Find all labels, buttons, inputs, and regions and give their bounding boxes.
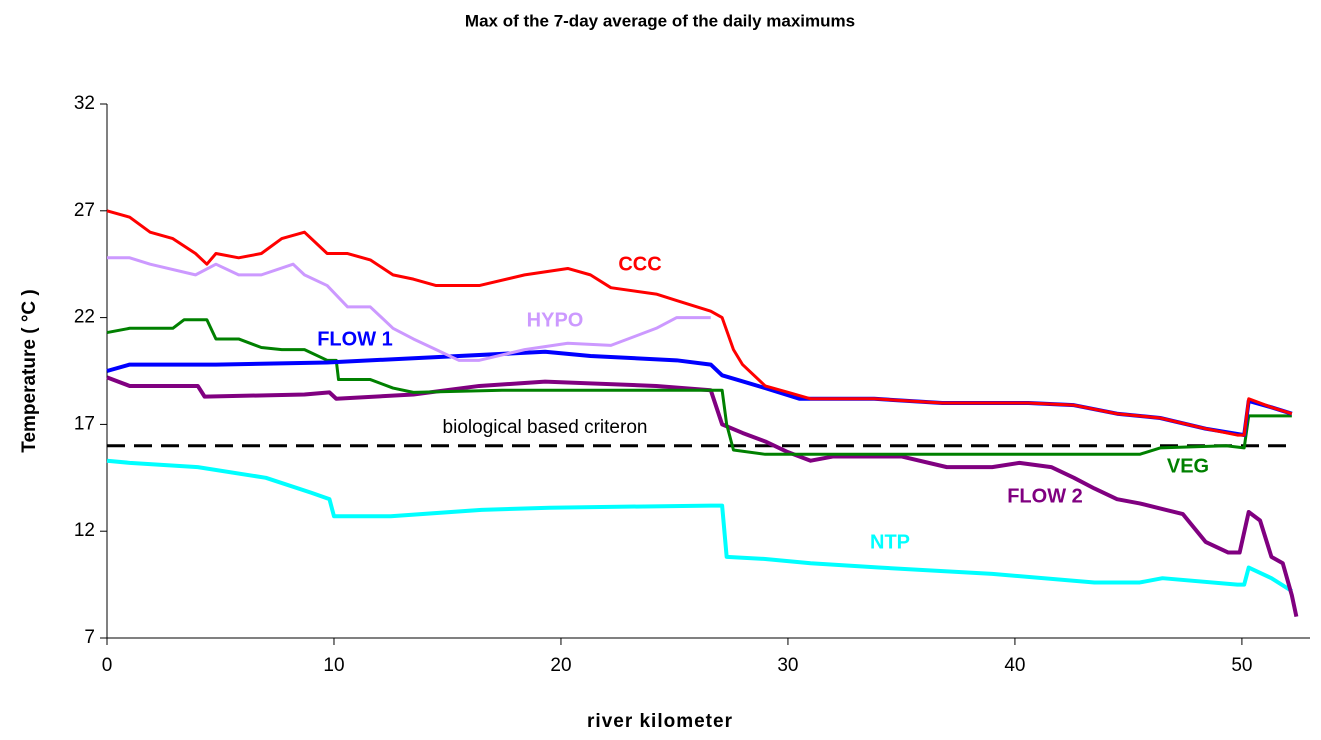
y-tick-label: 32: [74, 93, 95, 114]
series-line: [106, 318, 1292, 456]
series-label: VEG: [1167, 455, 1209, 477]
y-axis-label: Temperature ( °C ): [19, 289, 40, 453]
series-label: FLOW 1: [317, 328, 393, 350]
x-axis-label: river kilometer: [587, 711, 733, 732]
series-label: FLOW 2: [1007, 485, 1083, 507]
y-tick-label: 27: [74, 200, 95, 221]
x-tick-label: 30: [777, 655, 798, 676]
series-label: HYPO: [527, 309, 584, 331]
series-line: [106, 209, 1293, 437]
x-tick-label: 40: [1004, 655, 1025, 676]
series-line: [106, 375, 1299, 618]
series-line: [107, 256, 711, 362]
chart-title: Max of the 7-day average of the daily ma…: [465, 11, 855, 30]
criterion-label: biological based criteron: [443, 417, 648, 438]
x-tick-label: 50: [1231, 655, 1252, 676]
x-tick-label: 20: [550, 655, 571, 676]
y-tick-label: 7: [84, 627, 95, 648]
x-tick-label: 0: [102, 655, 113, 676]
series-label: CCC: [618, 253, 661, 275]
x-tick-label: 10: [323, 655, 344, 676]
series-line: [106, 458, 1293, 593]
y-tick-label: 17: [74, 413, 95, 434]
y-tick-label: 22: [74, 307, 95, 328]
series-label: NTP: [870, 531, 910, 553]
y-tick-label: 12: [74, 520, 95, 541]
